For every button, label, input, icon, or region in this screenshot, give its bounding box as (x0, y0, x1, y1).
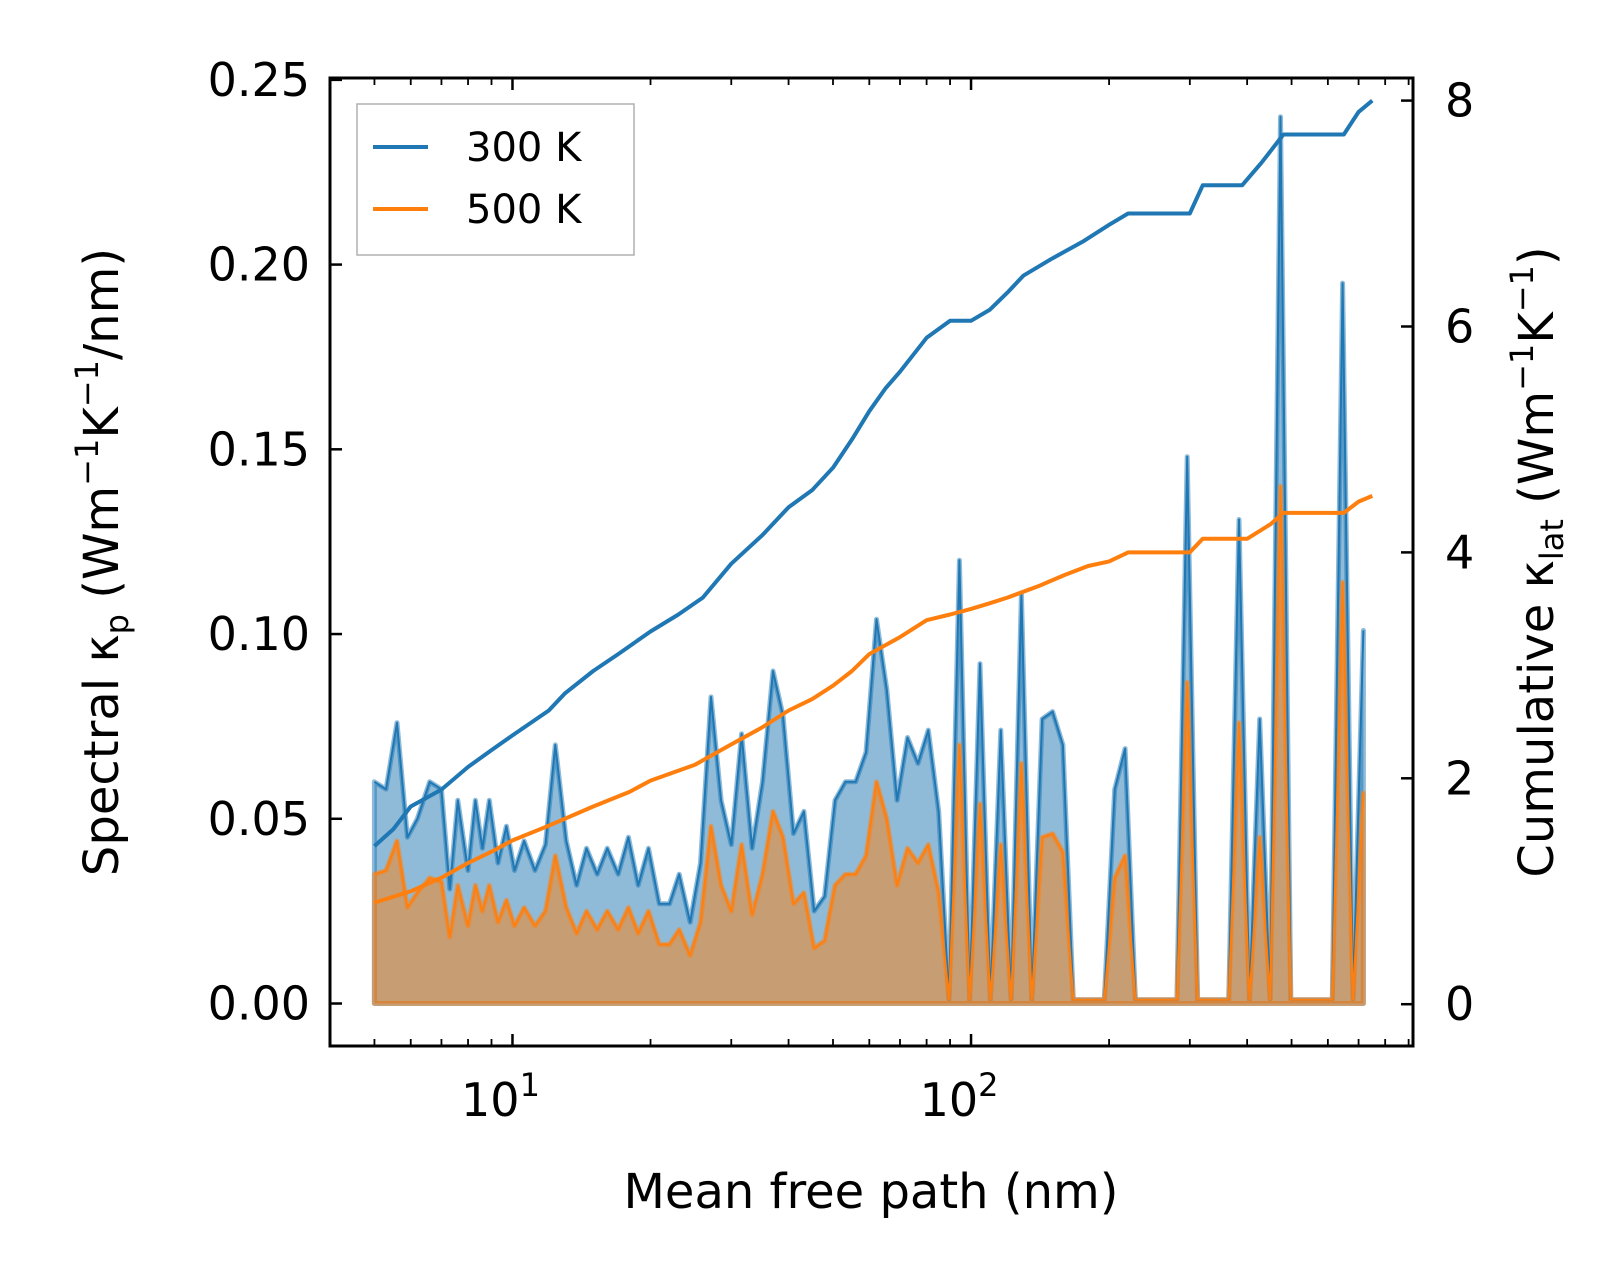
y-right-tick-label: 8 (1445, 74, 1474, 128)
legend-box (356, 103, 635, 256)
legend-label-500k: 500 K (466, 187, 583, 233)
legend: 300 K 500 K (356, 103, 635, 256)
x-tick-exp: 1 (520, 1066, 540, 1104)
cumulative-line-500k (373, 494, 1374, 905)
y-left-tick-label: 0.10 (208, 607, 310, 661)
y-right-tick-label: 4 (1445, 525, 1474, 579)
y-left-sup2: −1 (68, 360, 106, 407)
y-left-mid: K (74, 406, 130, 439)
y-left-sub: p (98, 614, 136, 634)
x-tick-label: 102 (920, 1066, 999, 1127)
cumulative-line-300k (373, 99, 1374, 848)
y-right-prefix: Cumulative κ (1509, 560, 1565, 878)
y-left-tick-label: 0.15 (208, 422, 310, 476)
spectral-line-300k (373, 115, 1365, 1001)
y-left-sup1: −1 (68, 439, 106, 486)
y-left-unit-open: (Wm (74, 486, 130, 614)
x-tick-label: 101 (461, 1066, 540, 1127)
x-tick-exp: 2 (978, 1066, 998, 1104)
y-right-sup2: −1 (1503, 265, 1541, 312)
spectral-line-500k (374, 485, 1365, 1001)
y-right-mid: K (1509, 311, 1565, 344)
y-left-prefix: Spectral κ (74, 634, 130, 876)
y-left-tick-label: 0.20 (208, 238, 310, 292)
y-left-tick-label: 0.00 (208, 977, 310, 1031)
y-right-tick-label: 2 (1445, 751, 1474, 805)
y-left-tick-label: 0.25 (208, 53, 310, 107)
axis-ticks (329, 78, 1413, 1046)
y-right-unit-open: (Wm (1509, 391, 1565, 519)
y-axis-right-title: Cumulative κlat (Wm−1K−1) (1503, 246, 1571, 877)
y-right-tick-label: 6 (1445, 299, 1474, 353)
cumulative-lines (373, 99, 1374, 905)
y-left-unit-close: /nm) (74, 248, 130, 360)
x-tick-base: 10 (920, 1073, 979, 1127)
spectral-lines (373, 115, 1365, 1001)
y-right-unit-close: ) (1509, 246, 1565, 265)
y-right-sup1: −1 (1503, 344, 1541, 391)
y-right-tick-label: 0 (1445, 977, 1474, 1031)
plot-frame (328, 76, 1415, 1048)
x-tick-base: 10 (461, 1073, 520, 1127)
y-axis-left-title: Spectral κp (Wm−1K−1/nm) (68, 248, 136, 876)
y-left-tick-label: 0.05 (208, 792, 310, 846)
x-axis-title: Mean free path (nm) (624, 1164, 1119, 1220)
legend-label-300k: 300 K (466, 125, 583, 171)
y-right-sub: lat (1533, 519, 1571, 560)
